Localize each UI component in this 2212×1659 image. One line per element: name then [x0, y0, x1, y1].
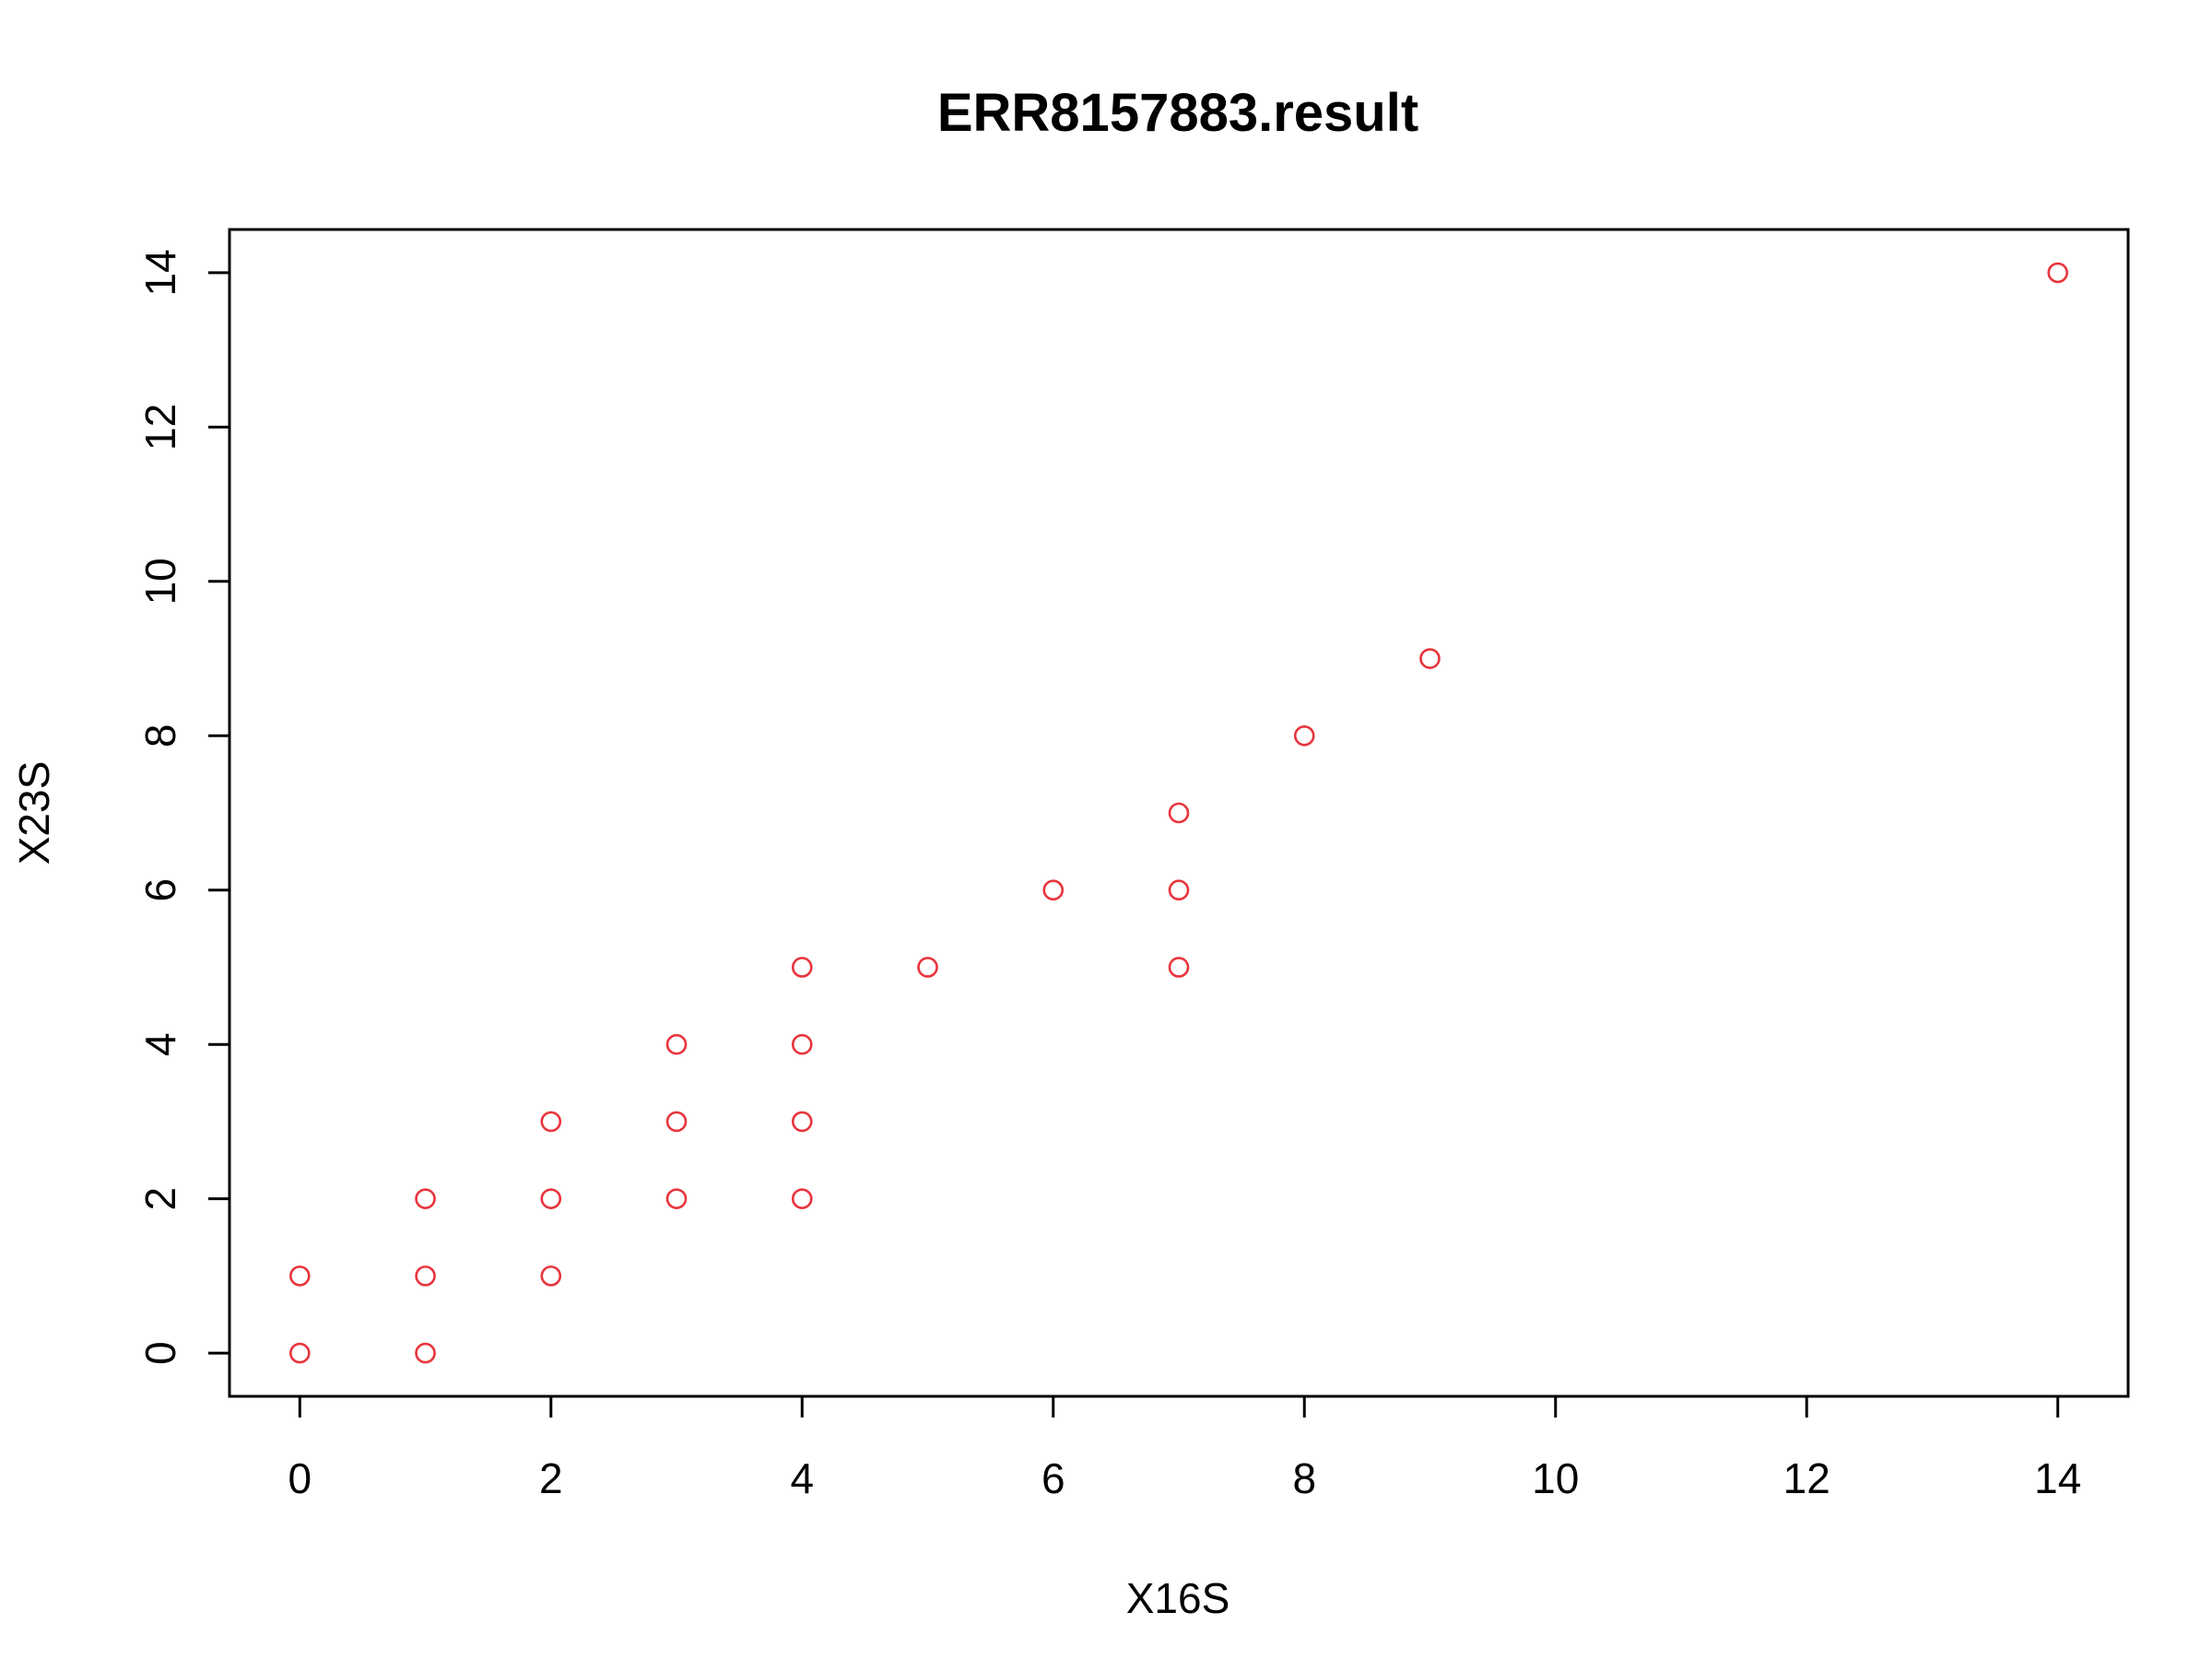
y-tick-label: 4	[136, 1032, 184, 1056]
chart-title: ERR8157883.result	[937, 83, 1418, 143]
x-tick-label: 10	[1532, 1454, 1579, 1502]
x-tick-label: 4	[790, 1454, 814, 1502]
data-point	[1168, 802, 1190, 824]
data-point	[1293, 724, 1315, 747]
x-tick-label: 6	[1041, 1454, 1065, 1502]
x-tick-label: 12	[1783, 1454, 1830, 1502]
data-point	[665, 1111, 688, 1133]
data-point	[2047, 262, 2069, 284]
plot-frame	[228, 228, 2130, 1398]
x-tick-label: 14	[2034, 1454, 2081, 1502]
x-tick-label: 2	[539, 1454, 563, 1502]
data-point	[1168, 879, 1190, 901]
data-point	[1419, 648, 1441, 669]
y-tick-label: 14	[136, 249, 184, 296]
y-tick-label: 6	[136, 878, 184, 902]
y-tick-label: 10	[136, 558, 184, 605]
data-point	[288, 1342, 311, 1364]
data-point	[917, 957, 938, 978]
data-point	[791, 957, 813, 978]
data-point	[415, 1265, 436, 1287]
y-tick-label: 0	[136, 1341, 184, 1365]
x-axis: 0 2 4 6 8 10 12 14	[288, 1394, 2081, 1502]
y-axis-label: X23S	[10, 761, 58, 865]
data-point	[791, 1111, 813, 1133]
x-tick-label: 8	[1292, 1454, 1316, 1502]
data-point	[791, 1033, 813, 1055]
data-point	[288, 1265, 311, 1287]
data-point	[665, 1188, 688, 1209]
y-axis: 0 2 4 6 8 10 12 14	[136, 249, 231, 1365]
data-points	[288, 262, 2069, 1364]
data-point	[1042, 879, 1065, 901]
y-tick-label: 2	[136, 1187, 184, 1211]
y-tick-label: 8	[136, 724, 184, 747]
data-point	[791, 1188, 813, 1209]
y-tick-label: 12	[136, 404, 184, 451]
data-point	[665, 1033, 688, 1055]
data-point	[1168, 957, 1190, 978]
data-point	[415, 1342, 436, 1364]
x-tick-label: 0	[288, 1454, 312, 1502]
data-point	[540, 1265, 562, 1287]
data-point	[415, 1188, 436, 1209]
x-axis-label: X16S	[1126, 1574, 1230, 1622]
data-point	[540, 1111, 562, 1133]
data-point	[540, 1188, 562, 1209]
